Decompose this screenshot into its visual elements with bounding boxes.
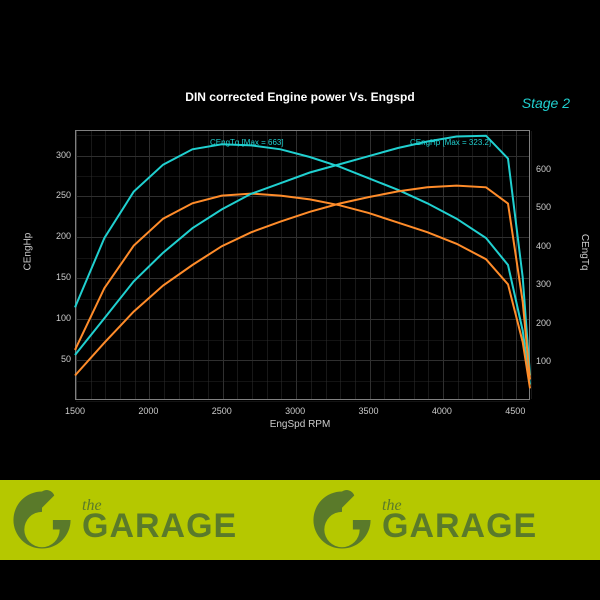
yl-tick: 50 [47,354,71,364]
y-right-label: CEngTq [580,234,591,271]
curve-layer [75,130,530,400]
yl-tick: 250 [47,190,71,200]
x-tick: 4500 [505,406,525,416]
y-left-label: CEngHp [23,233,34,271]
x-tick: 4000 [432,406,452,416]
logo-right: the GARAGE [300,480,600,560]
series-hp-stock [75,186,530,380]
wrench-g-icon [308,486,376,554]
series-torque-tuned [75,144,530,384]
yr-tick: 400 [536,241,551,251]
logo-garage-text: GARAGE [82,512,237,541]
footer-band: the GARAGE the GARAGE [0,480,600,560]
x-label: EngSpd RPM [0,419,600,430]
tq-max-annotation: CEngTq [Max = 663] [210,138,284,147]
yl-tick: 300 [47,150,71,160]
hp-max-annotation: CEngHp [Max = 323.2] [410,138,491,147]
logo-left: the GARAGE [0,480,300,560]
yr-tick: 600 [536,164,551,174]
x-tick: 1500 [65,406,85,416]
yl-tick: 100 [47,313,71,323]
x-tick: 2000 [138,406,158,416]
yl-tick: 150 [47,272,71,282]
yr-tick: 300 [536,279,551,289]
yr-tick: 500 [536,202,551,212]
chart-title: DIN corrected Engine power Vs. Engspd [0,90,600,104]
x-tick: 3500 [359,406,379,416]
logo-garage-text: GARAGE [382,512,537,541]
wrench-g-icon [8,486,76,554]
stage-label: Stage 2 [522,95,570,111]
yl-tick: 200 [47,231,71,241]
yr-tick: 200 [536,318,551,328]
series-hp-tuned [75,136,530,376]
x-tick: 2500 [212,406,232,416]
yr-tick: 100 [536,356,551,366]
x-tick: 3000 [285,406,305,416]
